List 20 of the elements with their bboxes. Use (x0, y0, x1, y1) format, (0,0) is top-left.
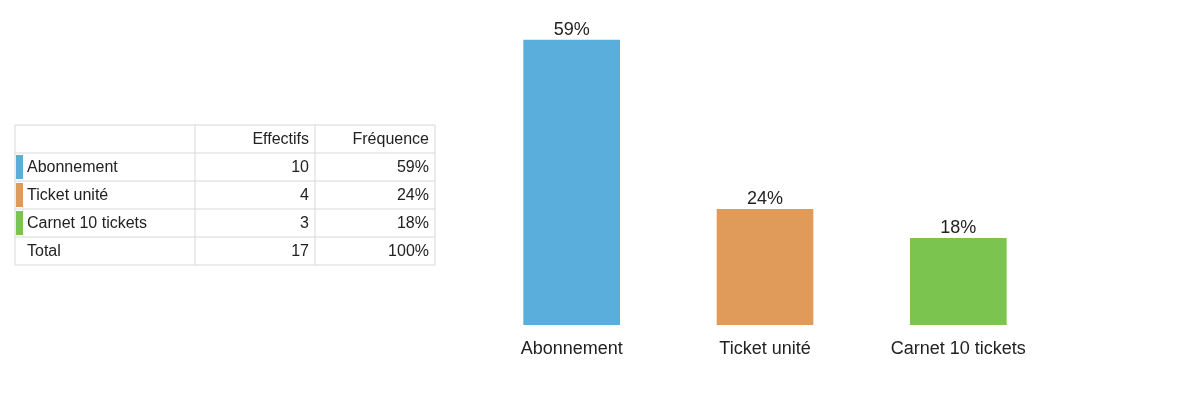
category-label: Total (27, 242, 61, 259)
data-label: 18% (940, 217, 977, 237)
text: 100% (388, 242, 429, 259)
text: 3 (300, 214, 309, 231)
text: 59% (396, 158, 429, 175)
x-tick-label: Carnet 10 tickets (890, 337, 1026, 358)
category-label: Effectifs (252, 130, 309, 147)
category-label: Ticket unité (27, 186, 109, 203)
category-label: Fréquence (352, 130, 430, 147)
text: 17 (291, 242, 309, 259)
category-label: Abonnement (27, 158, 118, 175)
category-label: Carnet 10 tickets (27, 214, 148, 231)
data-label: 59% (553, 18, 590, 39)
text: 18% (396, 214, 429, 231)
text: 10 (291, 158, 309, 175)
x-tick-label: Ticket unité (719, 337, 811, 358)
x-tick-label: Abonnement (520, 337, 623, 358)
text: 4 (300, 186, 309, 203)
text: 24% (396, 186, 429, 203)
data-label: 24% (746, 188, 784, 208)
